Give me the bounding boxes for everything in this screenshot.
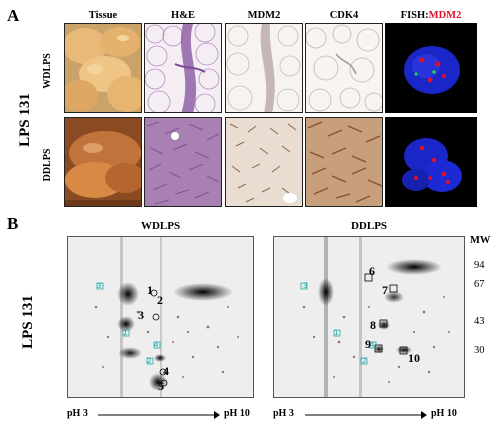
- header-fish: FISH:MDM2: [385, 10, 477, 21]
- mw-tick-30: 30: [474, 345, 485, 356]
- spot-label-7: 7: [382, 283, 388, 297]
- ph-arrow-ddlps: [305, 411, 427, 419]
- panel-b-letter: B: [7, 214, 19, 233]
- ph-end-wdlps: pH 10: [224, 408, 250, 419]
- header-tissue: Tissue: [88, 10, 118, 21]
- he-stain-ddlps: [144, 117, 222, 207]
- panel-a-letter: A: [7, 6, 20, 25]
- cdk4-stain-wdlps: [305, 23, 383, 113]
- spot-label-1: 1: [147, 283, 153, 297]
- ph-arrow-wdlps: [98, 411, 220, 419]
- marker-label-4: 4: [370, 341, 375, 349]
- mw-tick-67: 67: [474, 279, 485, 290]
- marker-label-3: 3: [303, 282, 308, 290]
- cdk4-stain-ddlps: [305, 117, 383, 207]
- spot-label-3: 3: [138, 308, 144, 322]
- fish-prefix: FISH:: [400, 10, 429, 21]
- spot-label-9: 9: [365, 337, 371, 351]
- mdm2-stain-ddlps: [225, 117, 303, 207]
- tissue-photo-wdlps: [64, 23, 142, 113]
- panel-b-side-label: LPS 131: [20, 295, 36, 349]
- spot-label-4: 4: [163, 364, 169, 378]
- spot-label-10: 10: [408, 351, 420, 365]
- panel-a-side-label: LPS 131: [17, 93, 33, 147]
- spot-label-6: 6: [369, 264, 375, 278]
- gel-ddlps: [273, 236, 465, 398]
- ph-start-ddlps: pH 3: [273, 408, 294, 419]
- ph-start-wdlps: pH 3: [67, 408, 88, 419]
- spot-label-8: 8: [370, 318, 376, 332]
- header-cdk4: CDK4: [329, 10, 359, 21]
- marker-label-4: 4: [154, 341, 159, 349]
- spot-label-2: 2: [157, 293, 163, 307]
- gel-wdlps: [67, 236, 254, 398]
- marker-label-3: 3: [97, 282, 102, 290]
- mdm2-stain-wdlps: [225, 23, 303, 113]
- row-label-ddlps: DDLPS: [42, 148, 53, 182]
- mw-label: MW: [470, 235, 491, 246]
- mw-tick-94: 94: [474, 260, 485, 271]
- header-he: H&E: [171, 10, 195, 21]
- row-label-wdlps: WDLPS: [42, 53, 53, 89]
- gel-title-wdlps: WDLPS: [140, 220, 181, 232]
- gel-title-ddlps: DDLPS: [350, 220, 388, 232]
- he-stain-wdlps: [144, 23, 222, 113]
- spot-label-5: 5: [158, 379, 164, 393]
- marker-label-2: 2: [362, 357, 367, 365]
- fish-image-ddlps: [385, 117, 477, 207]
- header-mdm2: MDM2: [247, 10, 281, 21]
- fish-target: MDM2: [428, 10, 462, 21]
- marker-label-1: 1: [334, 329, 339, 337]
- tissue-photo-ddlps: [64, 117, 142, 207]
- fish-image-wdlps: [385, 23, 477, 113]
- marker-label-2: 2: [147, 357, 152, 365]
- mw-tick-43: 43: [474, 316, 485, 327]
- ph-end-ddlps: pH 10: [431, 408, 457, 419]
- marker-label-1: 1: [123, 329, 128, 337]
